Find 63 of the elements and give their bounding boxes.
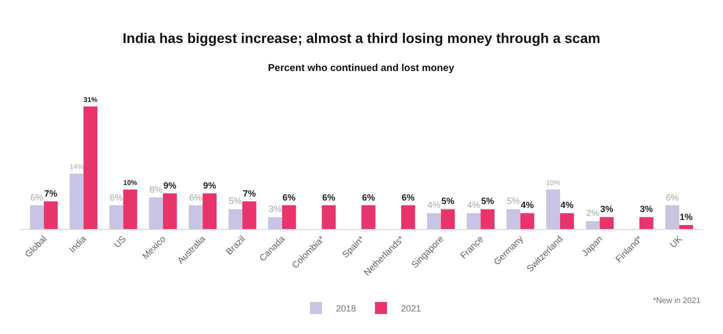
data-label: 9% xyxy=(203,180,216,190)
data-label: 8% xyxy=(149,184,163,194)
bar xyxy=(109,205,124,229)
data-label: 2% xyxy=(586,208,600,218)
bar xyxy=(30,205,44,229)
data-label: 6% xyxy=(110,192,123,202)
bar xyxy=(70,174,84,229)
data-label: 1% xyxy=(680,212,693,222)
bar xyxy=(679,225,694,229)
bar xyxy=(362,205,376,229)
text: *New in 2021 xyxy=(653,296,702,305)
data-label: 5% xyxy=(228,196,242,206)
bar xyxy=(480,209,495,229)
legend-label: 2018 xyxy=(336,304,356,314)
bar xyxy=(665,205,680,229)
data-label: 4% xyxy=(560,200,574,210)
bar xyxy=(427,213,441,229)
bar xyxy=(84,106,98,229)
data-label: 9% xyxy=(163,180,176,190)
bar xyxy=(600,217,614,229)
data-label: 4% xyxy=(467,200,480,210)
data-label: 5% xyxy=(441,196,454,206)
data-label: 4% xyxy=(520,200,534,210)
data-label: 6% xyxy=(666,192,679,202)
bar xyxy=(188,205,203,229)
data-label: 6% xyxy=(402,192,415,202)
chart-title: India has biggest increase; almost a third losing money through a scam xyxy=(122,30,600,46)
bar xyxy=(639,217,654,229)
bar xyxy=(322,205,336,229)
data-label: 6% xyxy=(30,192,44,202)
data-label: 3% xyxy=(640,204,653,214)
data-label: 5% xyxy=(481,196,494,206)
bar xyxy=(149,197,163,229)
bar xyxy=(466,213,481,229)
bar xyxy=(242,201,256,229)
x-tick-label: US xyxy=(112,234,128,250)
bar xyxy=(520,213,534,229)
bar xyxy=(401,205,416,229)
data-label: 5% xyxy=(506,196,520,206)
x-tick-label: UK xyxy=(668,234,684,250)
bar xyxy=(44,201,58,229)
data-label: 3% xyxy=(600,204,614,214)
data-label: 6% xyxy=(322,192,336,202)
data-label: 7% xyxy=(242,188,256,198)
chart-subtitle: Percent who continued and lost money xyxy=(268,63,455,74)
data-label: 6% xyxy=(282,192,296,202)
bar xyxy=(560,213,574,229)
bar xyxy=(546,189,560,229)
bar xyxy=(282,205,296,229)
bar xyxy=(228,209,242,229)
bar xyxy=(268,217,282,229)
bar xyxy=(123,189,138,229)
bar xyxy=(440,209,455,229)
data-label: 7% xyxy=(44,188,58,198)
data-label: 6% xyxy=(189,192,202,202)
data-label: 3% xyxy=(268,204,282,214)
bar xyxy=(202,193,217,229)
bar xyxy=(586,221,600,229)
data-label: 4% xyxy=(427,200,440,210)
legend-label: 2021 xyxy=(401,304,422,314)
bar xyxy=(506,209,520,229)
bar xyxy=(162,193,177,229)
data-label: 6% xyxy=(362,192,375,202)
